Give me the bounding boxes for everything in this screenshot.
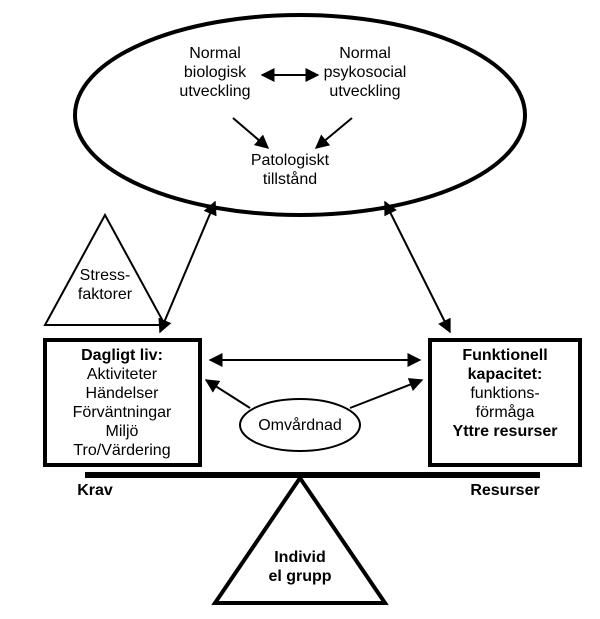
dagligt-liv-text-line: Förväntningar	[73, 404, 172, 421]
arrow-ellipse-rightbox	[385, 202, 450, 332]
arrow-ellipse-leftbox	[160, 202, 215, 332]
dagligt-liv-text-line: Miljö	[106, 423, 139, 440]
arrow-omvardnad-left	[206, 380, 250, 408]
resurser-label: Resurser	[470, 482, 539, 499]
normal-biologisk-label-line: utveckling	[179, 83, 250, 100]
individ-label-line: Individ	[274, 549, 326, 566]
normal-biologisk-label-line: biologisk	[184, 64, 247, 81]
funktionell-text-line: förmåga	[476, 403, 535, 421]
dagligt-liv-text-line: Tro/Värdering	[73, 442, 170, 459]
arrow-psy-pat	[316, 118, 352, 148]
omvardnad-label: Omvårdnad	[258, 416, 342, 434]
funktionell-text-line: funktions-	[470, 385, 539, 402]
funktionell-text-line: Yttre resurser	[453, 423, 558, 440]
dagligt-liv-text-line: Dagligt liv:	[81, 347, 163, 364]
stress-label-line: faktorer	[78, 286, 133, 303]
arrow-bio-pat	[233, 118, 268, 148]
patologiskt-label-line: Patologiskt	[251, 152, 330, 169]
arrow-omvardnad-right	[350, 380, 422, 408]
normal-psykosocial-label-line: Normal	[339, 45, 391, 62]
patologiskt-label: Patologiskttillstånd	[251, 152, 330, 188]
normal-biologisk-label-line: Normal	[189, 45, 241, 62]
dagligt-liv-text-line: Aktiviteter	[87, 366, 158, 383]
normal-psykosocial-label-line: psykosocial	[324, 64, 407, 81]
krav-label: Krav	[77, 482, 113, 499]
normal-psykosocial-label: Normal psykosocial utveckling	[324, 45, 407, 100]
funktionell-text-line: kapacitet:	[468, 366, 543, 383]
patologiskt-label-line: tillstånd	[263, 170, 317, 188]
stress-label-line: Stress-	[80, 267, 131, 284]
individ-label-line: el grupp	[268, 568, 331, 585]
funktionell-text-line: Funktionell	[462, 347, 547, 364]
diagram-canvas: Normal biologisk utveckling Normal psykosoci…	[0, 0, 600, 619]
normal-biologisk-label: Normal biologisk utveckling	[179, 45, 250, 100]
dagligt-liv-text-line: Händelser	[86, 385, 160, 402]
normal-psykosocial-label-line: utveckling	[329, 83, 400, 100]
